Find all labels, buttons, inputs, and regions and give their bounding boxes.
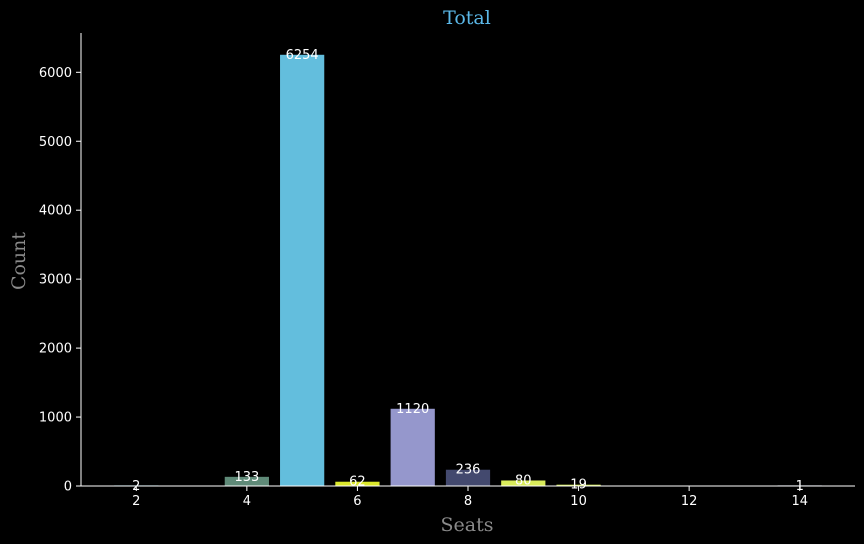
bar-seats-9 [501,480,546,486]
y-tick-label-3000: 3000 [39,273,72,288]
y-tick-label-2000: 2000 [39,342,72,357]
data-label-seats-8: 236 [456,463,481,478]
bar-seats-5 [280,54,325,487]
y-axis-label: Count [8,232,30,290]
x-axis-label: Seats [441,514,494,536]
y-tick-label-4000: 4000 [39,204,72,219]
bar-seats-4 [224,476,269,486]
y-tick-label-0: 0 [64,480,72,495]
bar-seats-10 [556,484,601,486]
data-label-seats-10: 19 [570,478,587,493]
data-label-seats-4: 133 [234,470,259,485]
y-tick-label-5000: 5000 [39,135,72,150]
x-tick-label-12: 12 [681,494,698,509]
x-tick-label-4: 4 [243,494,251,509]
x-tick-label-10: 10 [570,494,587,509]
x-tick-label-14: 14 [791,494,808,509]
bar-seats-6 [335,481,380,486]
data-label-seats-7: 1120 [396,402,429,417]
plot-area: 2133625462112023680191246810121401000200… [39,33,855,509]
x-tick-label-2: 2 [132,494,140,509]
data-label-seats-9: 80 [515,473,532,488]
chart-title: Total [443,7,491,29]
data-label-seats-5: 6254 [286,48,319,63]
bar-seats-8 [445,469,491,486]
bar-seats-7 [390,408,435,486]
x-tick-label-6: 6 [353,494,361,509]
y-tick-label-6000: 6000 [39,66,72,81]
x-tick-label-8: 8 [464,494,472,509]
y-tick-label-1000: 1000 [39,411,72,426]
